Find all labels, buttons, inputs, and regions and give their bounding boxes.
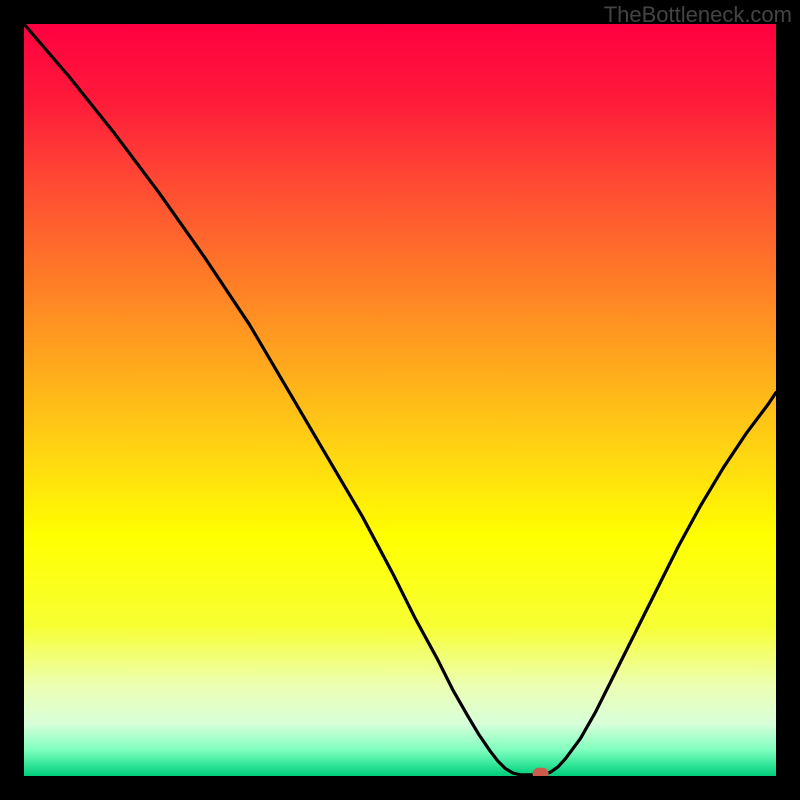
watermark-text: TheBottleneck.com xyxy=(604,2,792,28)
gradient-background xyxy=(24,24,776,776)
chart-container: TheBottleneck.com xyxy=(0,0,800,800)
chart-svg xyxy=(24,24,776,776)
plot-area xyxy=(24,24,776,776)
optimal-point-marker xyxy=(533,768,549,776)
